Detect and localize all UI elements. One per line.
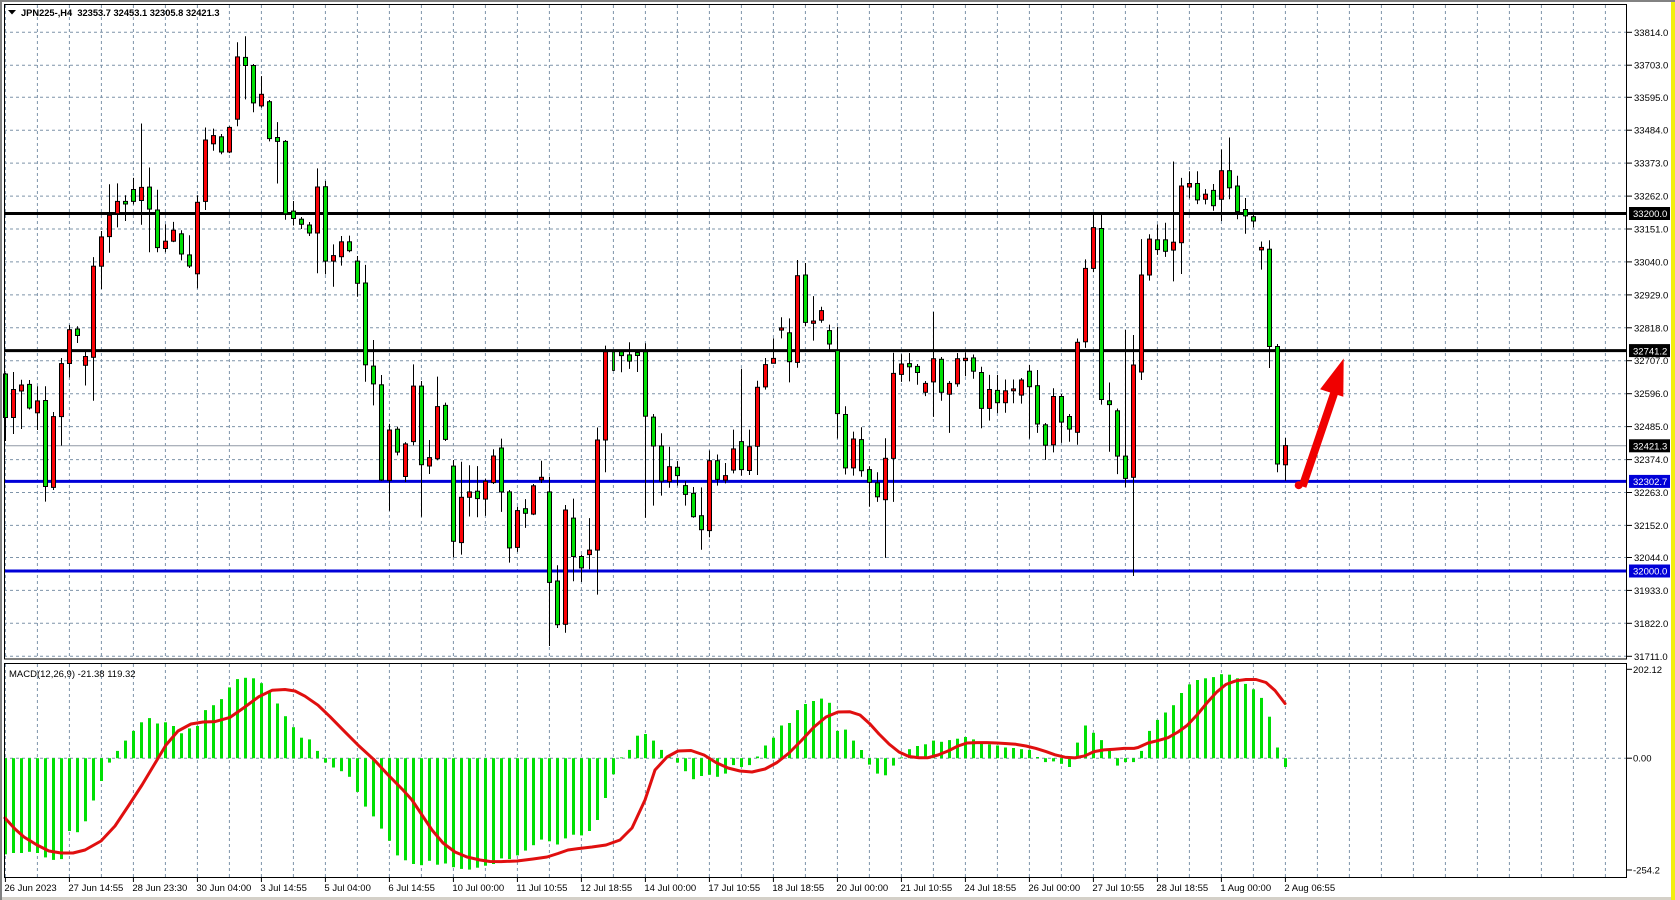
svg-text:32421.3: 32421.3 (1633, 442, 1667, 453)
svg-text:1 Aug 00:00: 1 Aug 00:00 (1220, 883, 1271, 894)
svg-text:33151.0: 33151.0 (1634, 225, 1668, 236)
svg-text:11 Jul 10:55: 11 Jul 10:55 (516, 883, 567, 894)
svg-text:5 Jul 04:00: 5 Jul 04:00 (324, 883, 370, 894)
svg-text:27 Jun 14:55: 27 Jun 14:55 (68, 883, 123, 894)
svg-text:2 Aug 06:55: 2 Aug 06:55 (1284, 883, 1335, 894)
svg-text:33595.0: 33595.0 (1634, 93, 1668, 104)
svg-text:31711.0: 31711.0 (1634, 652, 1668, 663)
svg-text:32302.7: 32302.7 (1633, 477, 1667, 488)
svg-text:33373.0: 33373.0 (1634, 159, 1668, 170)
svg-text:32707.0: 32707.0 (1634, 356, 1668, 367)
svg-text:33814.0: 33814.0 (1634, 28, 1668, 39)
svg-text:18 Jul 18:55: 18 Jul 18:55 (772, 883, 824, 894)
svg-text:33040.0: 33040.0 (1634, 257, 1668, 268)
svg-text:0.00: 0.00 (1633, 754, 1652, 765)
svg-text:20 Jul 00:00: 20 Jul 00:00 (836, 883, 888, 894)
svg-text:12 Jul 18:55: 12 Jul 18:55 (580, 883, 632, 894)
svg-text:3 Jul 14:55: 3 Jul 14:55 (260, 883, 306, 894)
svg-text:26 Jul 00:00: 26 Jul 00:00 (1028, 883, 1080, 894)
svg-text:32485.0: 32485.0 (1634, 422, 1668, 433)
svg-text:26 Jun 2023: 26 Jun 2023 (4, 883, 56, 894)
svg-text:33262.0: 33262.0 (1634, 192, 1668, 203)
svg-text:32818.0: 32818.0 (1634, 323, 1668, 334)
svg-text:32000.0: 32000.0 (1633, 567, 1667, 578)
svg-text:28 Jun 23:30: 28 Jun 23:30 (132, 883, 187, 894)
svg-text:21 Jul 10:55: 21 Jul 10:55 (900, 883, 952, 894)
svg-text:31933.0: 31933.0 (1634, 586, 1668, 597)
svg-text:33200.0: 33200.0 (1633, 209, 1667, 220)
svg-text:6 Jul 14:55: 6 Jul 14:55 (388, 883, 434, 894)
svg-text:24 Jul 18:55: 24 Jul 18:55 (964, 883, 1016, 894)
svg-text:32596.0: 32596.0 (1634, 389, 1668, 400)
svg-text:28 Jul 18:55: 28 Jul 18:55 (1156, 883, 1208, 894)
svg-text:MACD(12,26,9) -21.38 119.32: MACD(12,26,9) -21.38 119.32 (9, 669, 136, 680)
svg-text:33484.0: 33484.0 (1634, 126, 1668, 137)
svg-text:32152.0: 32152.0 (1634, 521, 1668, 532)
svg-text:27 Jul 10:55: 27 Jul 10:55 (1092, 883, 1144, 894)
svg-text:JPN225-,H4 32353.7 32453.1 32: JPN225-,H4 32353.7 32453.1 32305.8 32421… (21, 8, 220, 18)
svg-text:32741.2: 32741.2 (1633, 346, 1667, 357)
svg-text:33703.0: 33703.0 (1634, 61, 1668, 72)
svg-text:14 Jul 00:00: 14 Jul 00:00 (644, 883, 696, 894)
svg-text:30 Jun 04:00: 30 Jun 04:00 (196, 883, 251, 894)
svg-text:202.12: 202.12 (1633, 665, 1662, 676)
svg-text:31822.0: 31822.0 (1634, 619, 1668, 630)
svg-text:10 Jul 00:00: 10 Jul 00:00 (452, 883, 504, 894)
svg-text:32374.0: 32374.0 (1634, 455, 1668, 466)
svg-text:32044.0: 32044.0 (1634, 553, 1668, 564)
svg-text:32263.0: 32263.0 (1634, 488, 1668, 499)
svg-text:32929.0: 32929.0 (1634, 290, 1668, 301)
svg-text:-254.2: -254.2 (1633, 866, 1660, 877)
svg-text:17 Jul 10:55: 17 Jul 10:55 (708, 883, 760, 894)
